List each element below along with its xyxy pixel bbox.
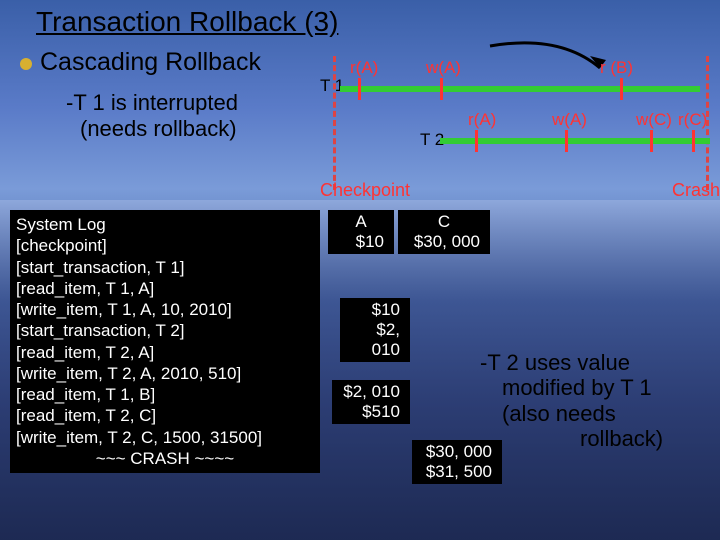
t2-tick <box>565 130 568 152</box>
log-line: [read_item, T 1, A] <box>16 278 314 299</box>
timeline-diagram: T 1 r(A) w(A) r (B) T 2 r(A) w(A) w(C) r… <box>320 50 710 200</box>
log-line: [read_item, T 1, B] <box>16 384 314 405</box>
value-cell: $2, 010 <box>350 320 400 360</box>
log-line: [checkpoint] <box>16 235 314 256</box>
log-line: [start_transaction, T 1] <box>16 257 314 278</box>
t2-tick <box>692 130 695 152</box>
subpoint-line1: -T 1 is interrupted <box>66 90 238 116</box>
t2-op: r(A) <box>468 110 496 130</box>
subpoint: -T 1 is interrupted (needs rollback) <box>66 90 238 143</box>
t1-tick <box>358 78 361 100</box>
t1-bar <box>340 86 700 92</box>
value-cell: $30, 000 <box>422 442 492 462</box>
t1-op: w(A) <box>426 58 461 78</box>
value-cell: $10 <box>350 300 400 320</box>
col-header: A <box>338 212 384 232</box>
value-box-3: $10 $2, 010 <box>340 298 410 362</box>
note-l4: rollback) <box>480 426 663 451</box>
log-line: [read_item, T 2, C] <box>16 405 314 426</box>
subtitle: Cascading Rollback <box>40 48 261 77</box>
log-line: ~~~ CRASH ~~~~ <box>16 448 314 469</box>
value-cell: $31, 500 <box>422 462 492 482</box>
subpoint-line2: (needs rollback) <box>66 116 238 142</box>
log-line: [write_item, T 1, A, 10, 2010] <box>16 299 314 320</box>
note-l1: -T 2 uses value <box>480 350 663 375</box>
side-note: -T 2 uses value modified by T 1 (also ne… <box>480 350 663 451</box>
log-line: System Log <box>16 214 314 235</box>
system-log: System Log [checkpoint] [start_transacti… <box>10 210 320 473</box>
page-title: Transaction Rollback (3) <box>36 6 338 38</box>
t2-op: w(C) <box>636 110 672 130</box>
note-l2: modified by T 1 <box>480 375 663 400</box>
value-box-5: $30, 000 $31, 500 <box>412 440 502 484</box>
t1-op: r (B) <box>600 58 633 78</box>
t2-tick <box>650 130 653 152</box>
t2-op: w(A) <box>552 110 587 130</box>
bullet-icon <box>20 58 32 70</box>
log-line: [write_item, T 2, A, 2010, 510] <box>16 363 314 384</box>
t2-bar <box>440 138 710 144</box>
value-box-4: $2, 010 $510 <box>332 380 410 424</box>
note-l3: (also needs <box>480 401 663 426</box>
value-cell: $10 <box>338 232 384 252</box>
value-box-c: C $30, 000 <box>398 210 490 254</box>
value-box-a: A $10 <box>328 210 394 254</box>
log-line: [write_item, T 2, C, 1500, 31500] <box>16 427 314 448</box>
col-header: C <box>408 212 480 232</box>
t1-tick <box>440 78 443 100</box>
log-line: [start_transaction, T 2] <box>16 320 314 341</box>
value-cell: $510 <box>342 402 400 422</box>
t2-op: r(C) <box>678 110 707 130</box>
t1-op: r(A) <box>350 58 378 78</box>
t2-tick <box>475 130 478 152</box>
t1-tick <box>620 78 623 100</box>
value-cell: $30, 000 <box>408 232 480 252</box>
value-cell: $2, 010 <box>342 382 400 402</box>
log-line: [read_item, T 2, A] <box>16 342 314 363</box>
